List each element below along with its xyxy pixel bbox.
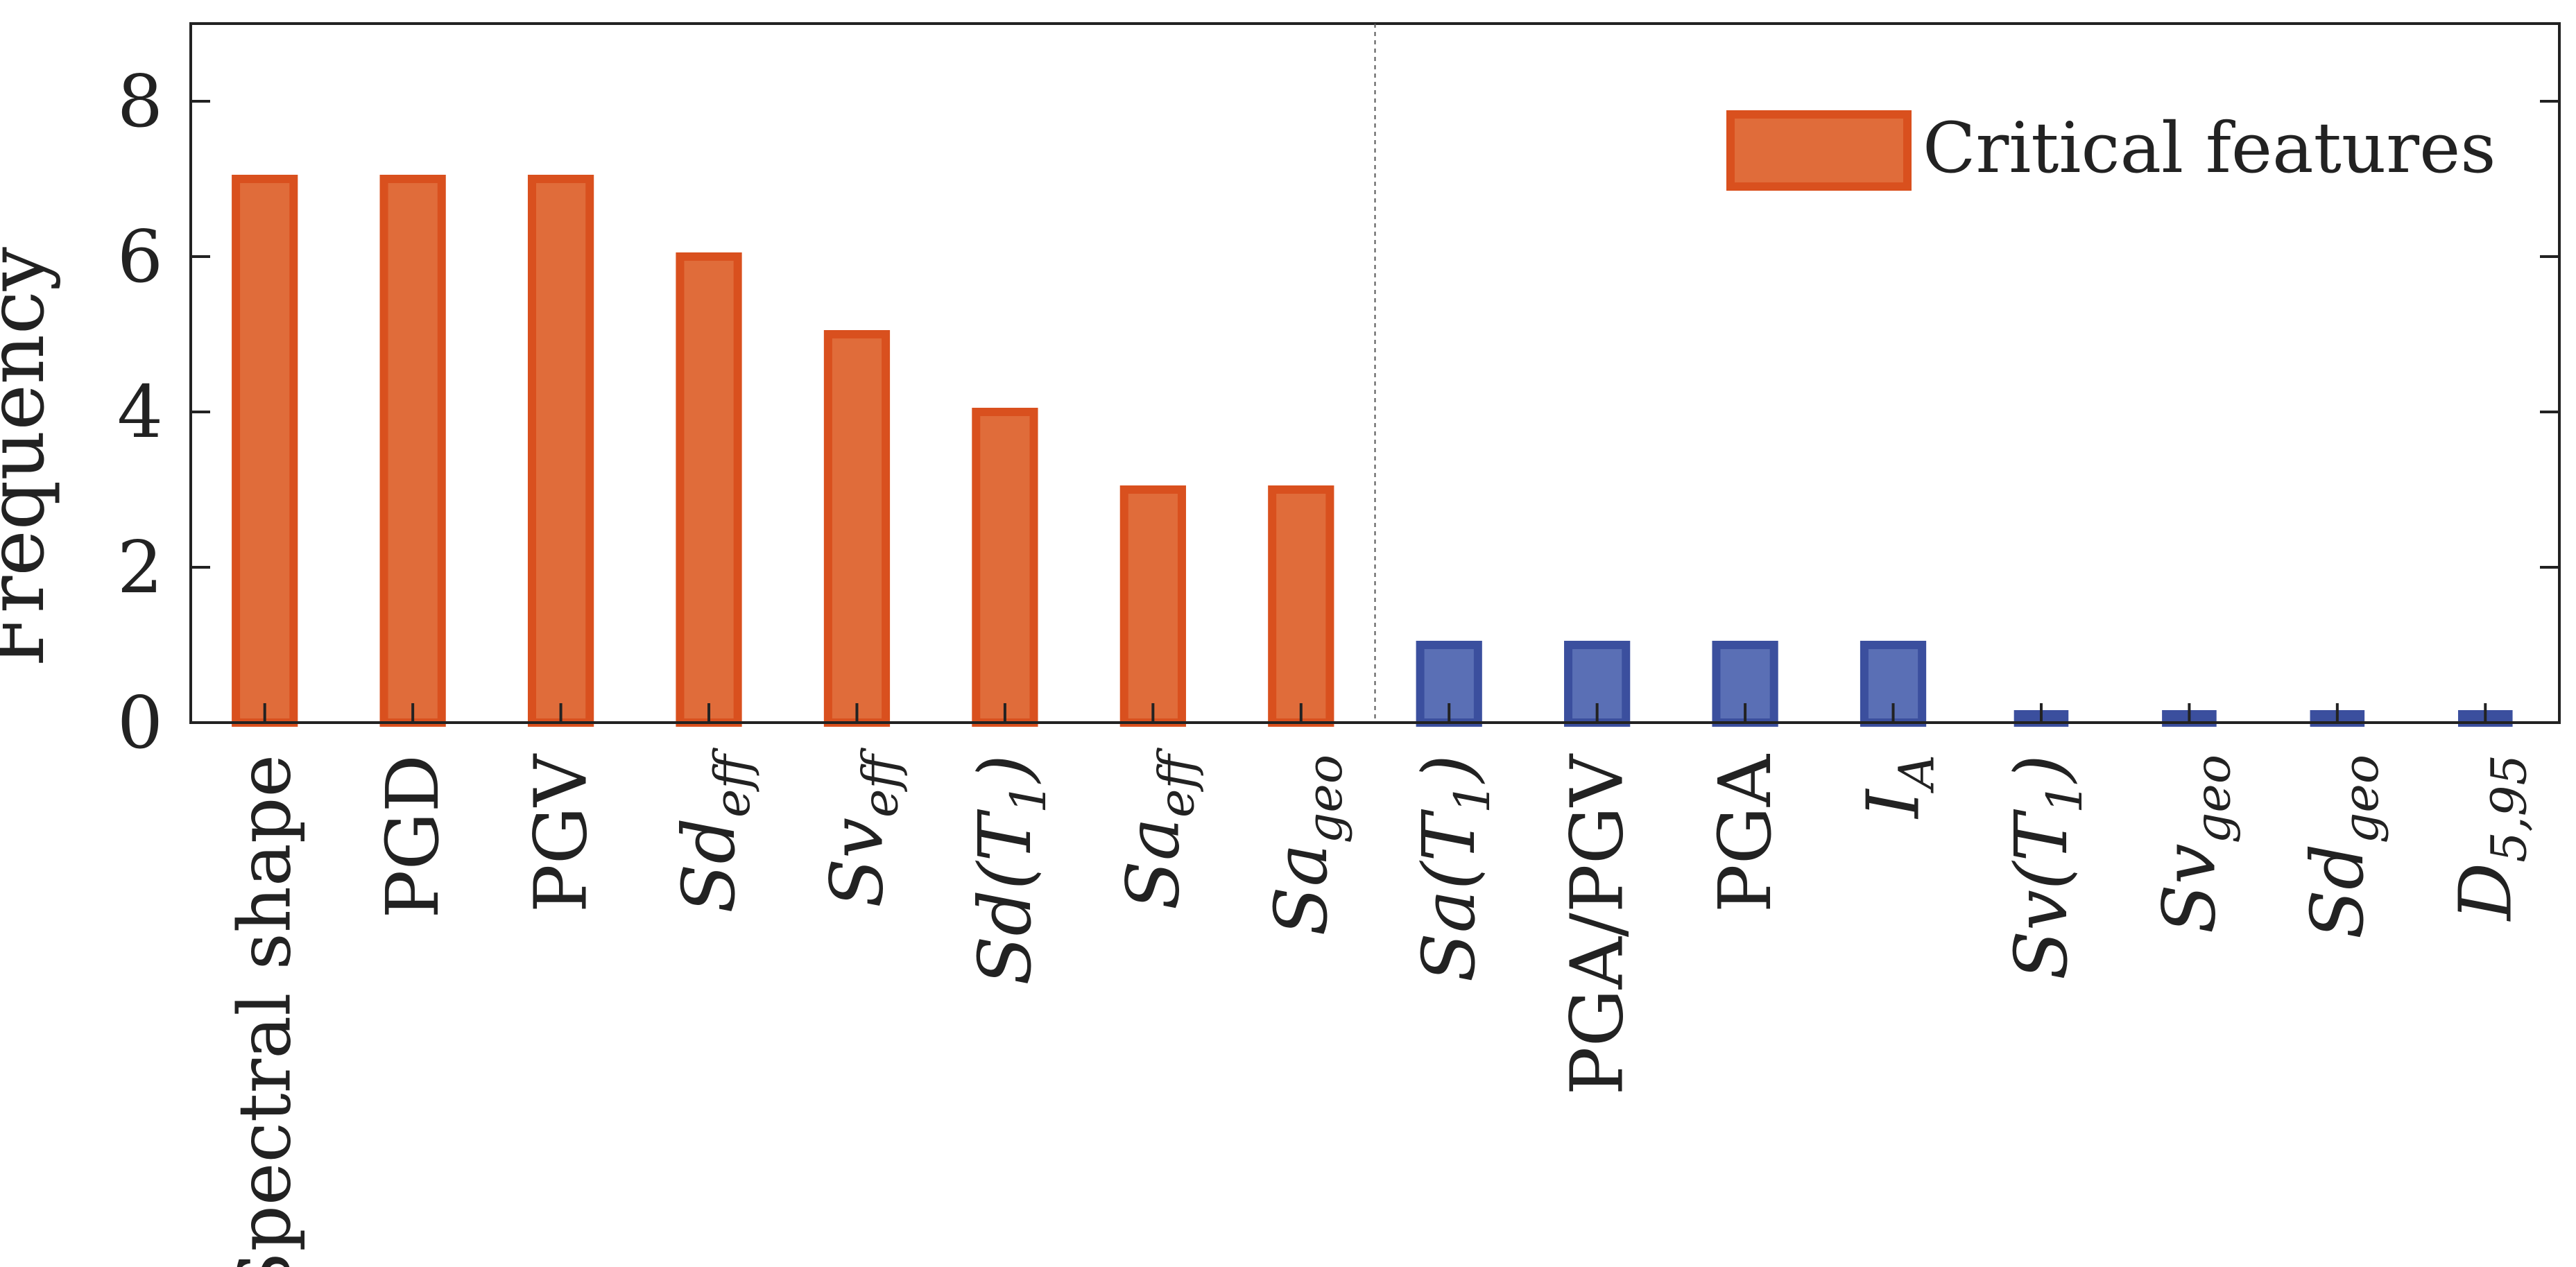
x-tick-label: IA [1851, 755, 1946, 820]
y-tick-label: 6 [117, 214, 163, 299]
bar-sv-eff [823, 330, 891, 727]
x-tick-label: D5,95 [2443, 755, 2537, 922]
y-tick-label: 8 [117, 59, 163, 144]
x-tick-label: Sa(T1) [1407, 755, 1501, 982]
x-tick-label: Sageo [1259, 755, 1353, 936]
bar-sa-geo [1268, 485, 1334, 727]
y-tick-label: 0 [117, 680, 163, 765]
x-axis-tick-labels: Spectral shape PGD PGV Sdeff Sveff Sd(T1) Saef… [223, 748, 2538, 1267]
bar-sd-eff [676, 252, 742, 727]
x-tick-label: Svgeo [2147, 755, 2241, 933]
y-tick-label: 2 [117, 525, 163, 610]
x-tick-label: Sdgeo [2295, 755, 2389, 939]
x-tick-label: Sv(T1) [1999, 755, 2093, 980]
bar-spectral-shape [232, 175, 298, 727]
x-tick-label: PGD [370, 755, 455, 918]
y-axis-ticks: 0 2 4 6 8 [117, 59, 2559, 765]
x-tick-label: Sdeff [667, 748, 761, 913]
bar-sd-t1- [972, 408, 1038, 727]
x-tick-label: Spectral shape [223, 755, 307, 1267]
bar-sa-eff [1119, 485, 1186, 727]
legend: Critical features [1726, 107, 2496, 191]
x-tick-label: PGA [1703, 753, 1787, 913]
bars [191, 175, 2559, 727]
x-tick-label: Sveff [814, 748, 909, 908]
legend-swatch [1726, 110, 1912, 191]
legend-label: Critical features [1923, 107, 2496, 189]
bar-pgv [527, 175, 594, 727]
x-tick-label: PGA/PGV [1555, 753, 1640, 1095]
x-tick-label: Sd(T1) [963, 755, 1057, 985]
x-tick-label: Saeff [1110, 748, 1205, 911]
y-tick-label: 4 [117, 370, 163, 454]
y-axis-label: Frequency [0, 247, 62, 667]
bar-pgd [379, 175, 446, 727]
x-tick-label: PGV [519, 753, 603, 913]
